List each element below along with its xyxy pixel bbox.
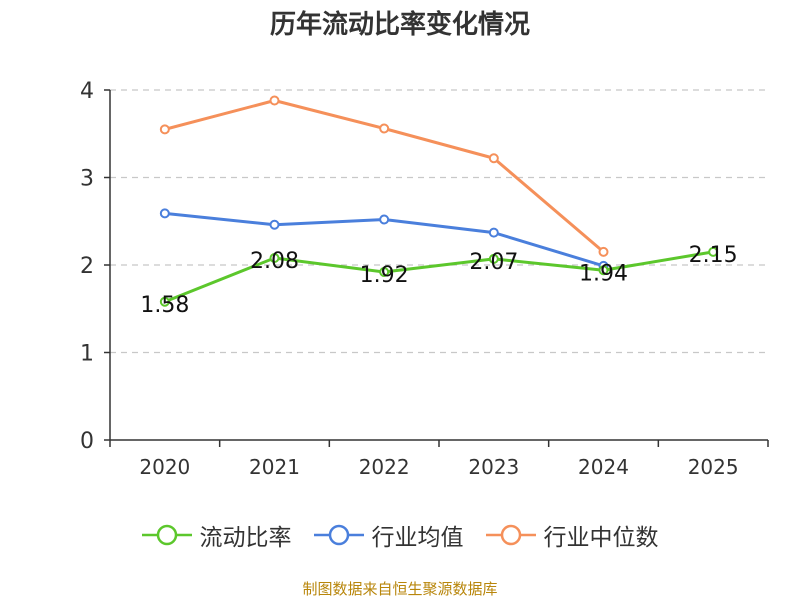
legend-label: 流动比率 [199,525,292,551]
data-labels: 1.58 2.08 1.92 2.07 1.94 2.15 [140,243,737,318]
data-point [159,124,170,135]
series-line [164,99,605,254]
data-point [159,296,170,307]
data-point [598,246,609,257]
data-label: 1.58 [140,293,189,318]
data-point [488,153,499,164]
legend-marker-orange-icon [485,524,536,546]
x-tick-label: 2024 [578,455,629,479]
data-point [379,123,390,134]
x-tick-label: 2025 [688,455,739,479]
data-point [598,265,609,276]
legend: 流动比率 行业均值 行业中位数 [0,518,800,552]
data-point [269,95,280,106]
data-point [159,208,170,219]
x-tick-label: 2022 [359,455,410,479]
legend-label: 行业均值 [371,525,464,551]
axes: 0 1 2 3 4 2020 2021 2022 2023 2024 2025 [80,79,769,479]
data-point [488,253,499,264]
legend-label: 行业中位数 [543,525,659,551]
legend-marker-blue-icon [313,524,364,546]
y-tick-label: 2 [80,254,94,279]
data-label: 2.15 [689,243,738,268]
series-lines [159,95,719,307]
data-point [708,246,719,257]
series-line [164,250,714,304]
y-tick-label: 4 [80,79,94,104]
legend-item-industry-mean[interactable]: 行业均值 [313,518,464,552]
y-tick-label: 1 [80,342,94,367]
data-label: 2.07 [469,250,518,275]
legend-item-industry-median[interactable]: 行业中位数 [485,518,659,552]
data-point [269,219,280,230]
legend-item-current-ratio[interactable]: 流动比率 [141,518,292,552]
x-tick-label: 2021 [249,455,300,479]
x-tick-label: 2020 [139,455,190,479]
data-point [379,214,390,225]
data-label: 1.92 [360,263,409,288]
legend-marker-green-icon [141,524,192,546]
data-point [269,253,280,263]
data-point [379,267,390,277]
chart-title: 历年流动比率变化情况 [269,10,530,40]
y-tick-label: 0 [80,429,94,454]
x-tick-label: 2023 [468,455,519,479]
data-point [488,227,499,238]
data-label: 1.94 [579,261,628,286]
grid-lines [110,89,768,354]
data-label: 2.08 [250,249,299,274]
y-tick-label: 3 [80,167,94,192]
source-note: 制图数据来自恒生聚源数据库 [302,580,498,598]
